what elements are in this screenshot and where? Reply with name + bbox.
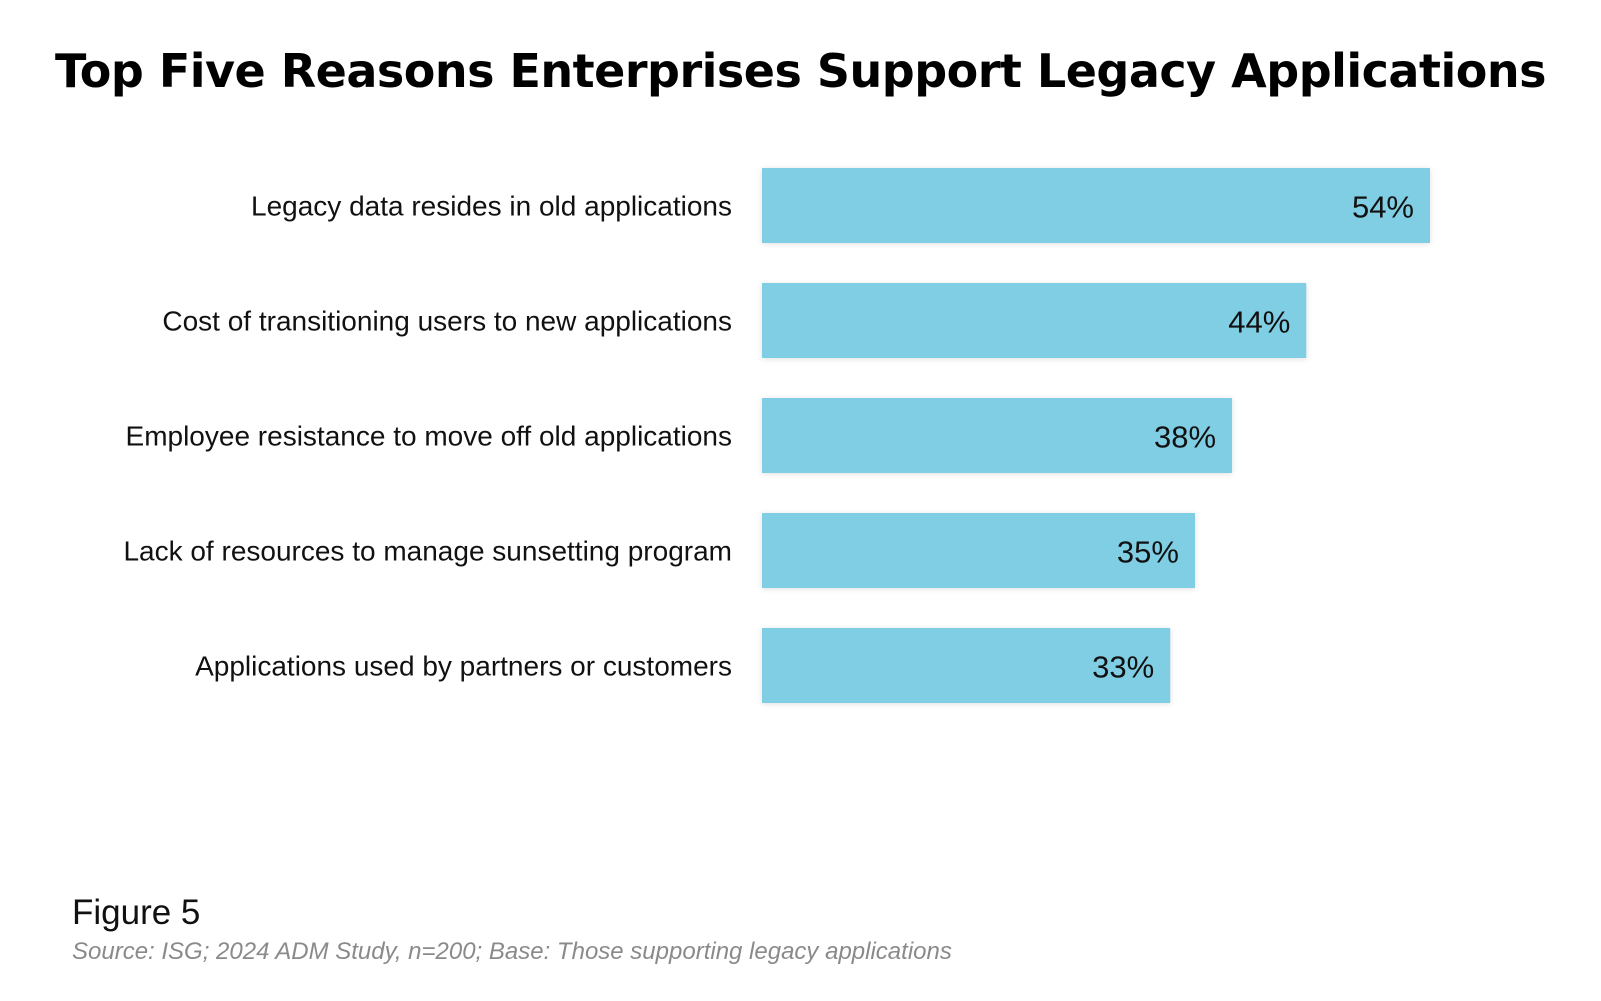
- category-label: Applications used by partners or custome…: [195, 651, 732, 682]
- data-label: 35%: [1117, 535, 1179, 570]
- data-label: 33%: [1092, 650, 1154, 685]
- figure-label: Figure 5: [72, 893, 201, 932]
- data-label: 54%: [1352, 190, 1414, 225]
- bar: [762, 398, 1233, 473]
- bar: [762, 168, 1430, 243]
- data-label: 44%: [1228, 305, 1290, 340]
- chart-title: Top Five Reasons Enterprises Support Leg…: [55, 44, 1546, 98]
- bar: [762, 628, 1171, 703]
- category-label: Cost of transitioning users to new appli…: [162, 306, 732, 337]
- bar: [762, 513, 1195, 588]
- source-note: Source: ISG; 2024 ADM Study, n=200; Base…: [72, 938, 952, 965]
- category-label: Lack of resources to manage sunsetting p…: [123, 536, 732, 567]
- category-label: Employee resistance to move off old appl…: [126, 421, 732, 452]
- data-label: 38%: [1154, 420, 1216, 455]
- category-label: Legacy data resides in old applications: [251, 191, 732, 222]
- bar: [762, 283, 1307, 358]
